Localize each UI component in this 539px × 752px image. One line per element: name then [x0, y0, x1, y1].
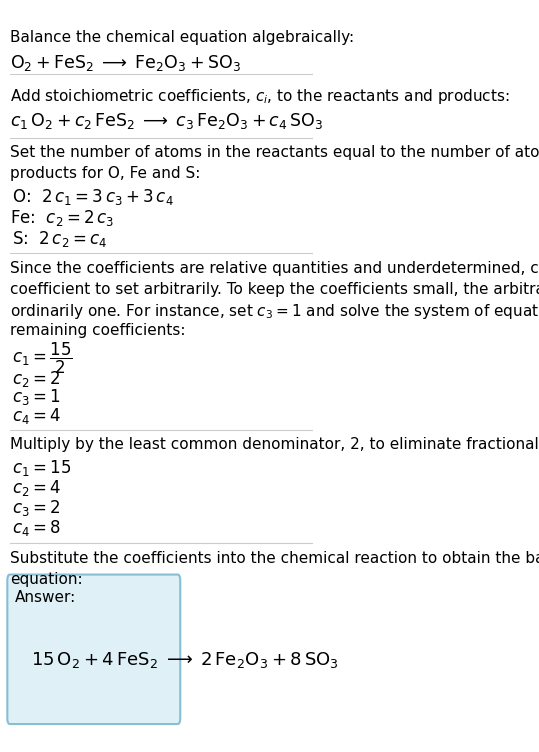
Text: O:  $2\,c_1 = 3\,c_3 + 3\,c_4$: O: $2\,c_1 = 3\,c_3 + 3\,c_4$: [12, 187, 174, 207]
Text: remaining coefficients:: remaining coefficients:: [10, 323, 185, 338]
Text: equation:: equation:: [10, 572, 82, 587]
Text: products for O, Fe and S:: products for O, Fe and S:: [10, 166, 200, 181]
Text: Substitute the coefficients into the chemical reaction to obtain the balanced: Substitute the coefficients into the che…: [10, 550, 539, 566]
FancyBboxPatch shape: [8, 575, 180, 724]
Text: $\mathrm{O_2 + FeS_2 \;\longrightarrow\; Fe_2O_3 + SO_3}$: $\mathrm{O_2 + FeS_2 \;\longrightarrow\;…: [10, 53, 240, 72]
Text: Balance the chemical equation algebraically:: Balance the chemical equation algebraica…: [10, 30, 354, 45]
Text: $c_2 = 2$: $c_2 = 2$: [12, 368, 60, 389]
Text: ordinarily one. For instance, set $c_3 = 1$ and solve the system of equations fo: ordinarily one. For instance, set $c_3 =…: [10, 302, 539, 321]
Text: Multiply by the least common denominator, 2, to eliminate fractional coefficient: Multiply by the least common denominator…: [10, 437, 539, 452]
Text: $c_1 = \dfrac{15}{2}$: $c_1 = \dfrac{15}{2}$: [12, 341, 73, 375]
Text: $c_4 = 4$: $c_4 = 4$: [12, 406, 61, 426]
Text: Since the coefficients are relative quantities and underdetermined, choose a: Since the coefficients are relative quan…: [10, 261, 539, 276]
Text: Fe:  $c_2 = 2\,c_3$: Fe: $c_2 = 2\,c_3$: [10, 208, 114, 228]
Text: Answer:: Answer:: [15, 590, 77, 605]
Text: Set the number of atoms in the reactants equal to the number of atoms in the: Set the number of atoms in the reactants…: [10, 145, 539, 160]
Text: S:  $2\,c_2 = c_4$: S: $2\,c_2 = c_4$: [12, 229, 107, 249]
Text: $c_2 = 4$: $c_2 = 4$: [12, 478, 61, 498]
Text: $c_1 = 15$: $c_1 = 15$: [12, 458, 71, 478]
Text: Add stoichiometric coefficients, $c_i$, to the reactants and products:: Add stoichiometric coefficients, $c_i$, …: [10, 87, 509, 107]
Text: coefficient to set arbitrarily. To keep the coefficients small, the arbitrary va: coefficient to set arbitrarily. To keep …: [10, 281, 539, 296]
Text: $c_4 = 8$: $c_4 = 8$: [12, 518, 61, 538]
Text: $c_1\,\mathrm{O_2} + c_2\,\mathrm{FeS_2} \;\longrightarrow\; c_3\,\mathrm{Fe_2O_: $c_1\,\mathrm{O_2} + c_2\,\mathrm{FeS_2}…: [10, 111, 323, 132]
Text: $15\,\mathrm{O_2} + 4\,\mathrm{FeS_2} \;\longrightarrow\; 2\,\mathrm{Fe_2O_3} + : $15\,\mathrm{O_2} + 4\,\mathrm{FeS_2} \;…: [31, 650, 338, 670]
Text: $c_3 = 1$: $c_3 = 1$: [12, 387, 60, 407]
Text: $c_3 = 2$: $c_3 = 2$: [12, 498, 60, 518]
